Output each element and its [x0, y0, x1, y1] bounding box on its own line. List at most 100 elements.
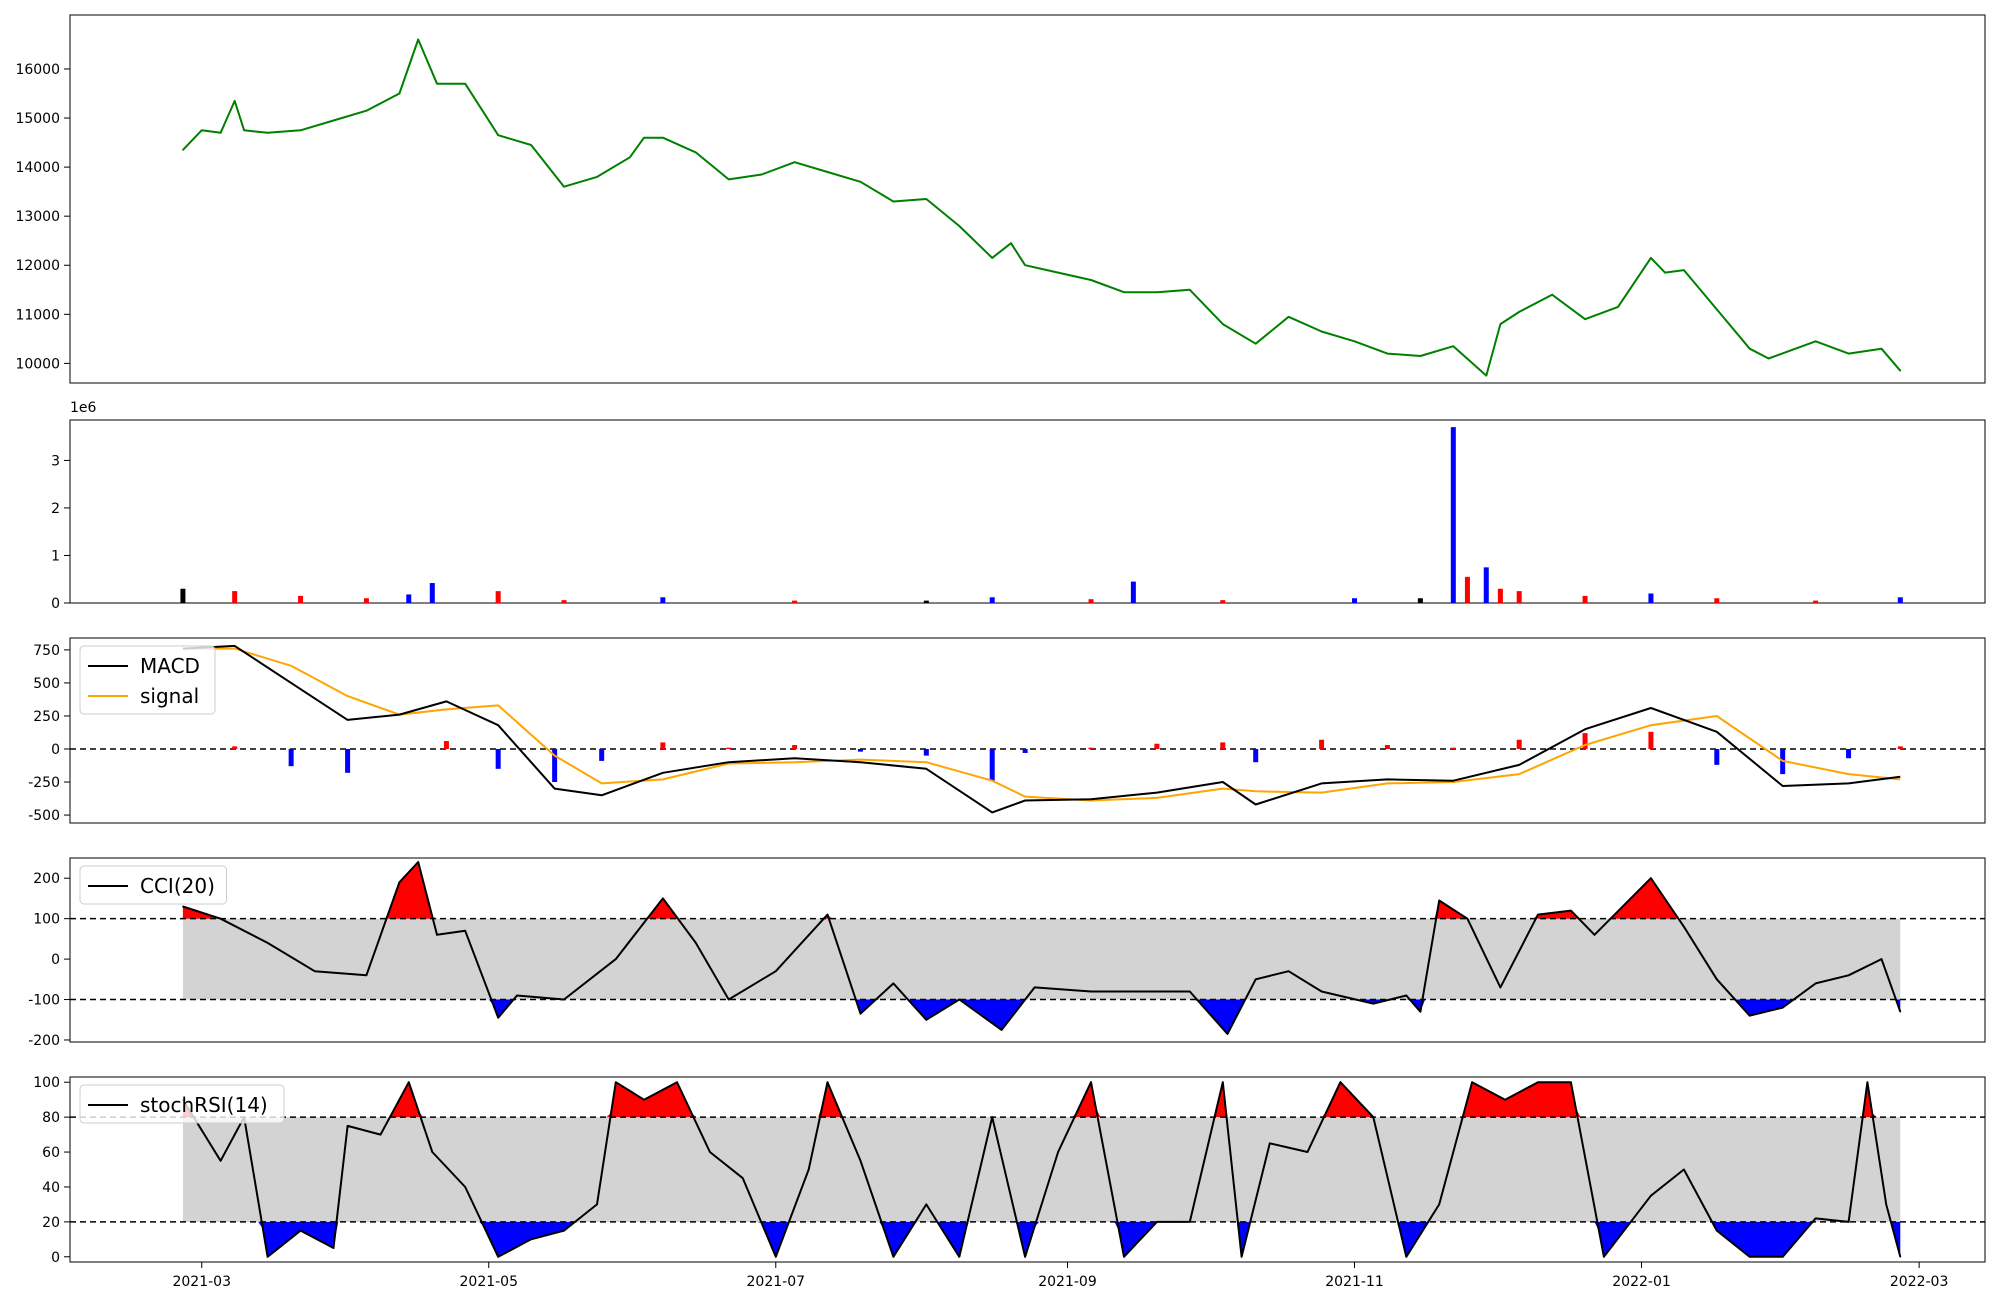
price-point: [1584, 318, 1586, 320]
cci-point: [728, 999, 730, 1001]
x-tick-label: 2021-11: [1325, 1274, 1384, 1290]
legend: CCI(20): [80, 866, 227, 904]
stochrsi-point: [1537, 1081, 1539, 1083]
volume-bar: [496, 591, 501, 603]
macd-histogram-bar: [599, 749, 604, 761]
cci-point: [1500, 987, 1502, 989]
cci-point: [1815, 983, 1817, 985]
price-point: [1156, 291, 1158, 293]
stochrsi-point: [1057, 1151, 1059, 1153]
price-point: [243, 130, 245, 132]
stochrsi-point: [1269, 1143, 1271, 1145]
macd-histogram-bar: [1517, 740, 1522, 749]
stochrsi-point: [1471, 1081, 1473, 1083]
price-point: [1485, 375, 1487, 377]
stochrsi-ytick-label: 20: [42, 1215, 60, 1231]
price-point: [1900, 370, 1902, 372]
macd-histogram-bar: [345, 749, 350, 773]
stochrsi-point: [926, 1204, 928, 1206]
cci-point: [1001, 1029, 1003, 1031]
volume-bar: [1484, 567, 1489, 603]
macd-histogram-bar: [289, 749, 294, 766]
stochrsi-ytick-label: 0: [51, 1250, 60, 1266]
volume-bar: [1131, 582, 1136, 603]
price-point: [1650, 257, 1652, 259]
cci-point: [1848, 974, 1850, 976]
cci-point: [860, 1013, 862, 1015]
volume-bar: [1220, 600, 1225, 603]
cci-point: [1189, 991, 1191, 993]
macd-ytick-label: 750: [33, 643, 60, 659]
stochrsi-point: [1900, 1256, 1902, 1258]
cci-point: [1537, 914, 1539, 916]
price-point: [1683, 269, 1685, 271]
macd-histogram-bar: [1089, 748, 1094, 749]
stochrsi-point: [380, 1134, 382, 1136]
price-point: [464, 83, 466, 85]
stochrsi-point: [1867, 1081, 1869, 1083]
cci-ytick-label: -200: [28, 1033, 60, 1049]
price-point: [1288, 316, 1290, 318]
cci-point: [417, 861, 419, 863]
price-point: [234, 100, 236, 102]
stochrsi-point: [1123, 1256, 1125, 1258]
legend-label: MACD: [140, 654, 200, 678]
price-point: [399, 93, 401, 95]
macd-histogram-bar: [1154, 744, 1159, 749]
macd-histogram-bar: [1220, 742, 1225, 749]
stochrsi-point: [1885, 1204, 1887, 1206]
stochrsi-point: [742, 1177, 744, 1179]
stochrsi-ytick-label: 40: [42, 1180, 60, 1196]
price-point: [827, 171, 829, 173]
cci-point: [1090, 991, 1092, 993]
price-ytick-label: 13000: [15, 209, 60, 225]
volume-bar: [298, 596, 303, 603]
macd-histogram-bar: [1846, 749, 1851, 758]
legend: MACDsignal: [80, 646, 215, 714]
stochrsi-point: [1683, 1169, 1685, 1171]
macd-ytick-label: 500: [33, 676, 60, 692]
cci-ytick-label: 0: [51, 952, 60, 968]
stochrsi-point: [643, 1099, 645, 1101]
price-point: [893, 201, 895, 203]
price-point: [1664, 272, 1666, 274]
price-point: [182, 149, 184, 151]
cci-ytick-label: 200: [33, 871, 60, 887]
x-tick-label: 2021-05: [460, 1274, 519, 1290]
price-point: [497, 134, 499, 136]
macd-ytick-label: 0: [51, 742, 60, 758]
volume-bar: [180, 589, 185, 603]
cci-point: [516, 995, 518, 997]
price-point: [1518, 311, 1520, 313]
macd-histogram-bar: [660, 742, 665, 749]
volume-bar: [1648, 593, 1653, 603]
price-point: [991, 257, 993, 259]
stochrsi-point: [1716, 1230, 1718, 1232]
stochrsi-ytick-label: 80: [42, 1110, 60, 1126]
price-ytick-label: 10000: [15, 356, 60, 372]
macd-ytick-label: 250: [33, 709, 60, 725]
volume-bar: [430, 583, 435, 603]
cci-point: [436, 934, 438, 936]
volume-ytick-label: 2: [51, 501, 60, 517]
stochrsi-point: [1438, 1204, 1440, 1206]
volume-bar: [1451, 427, 1456, 603]
macd-histogram-bar: [990, 749, 995, 781]
stochrsi-point: [1090, 1081, 1092, 1083]
price-point: [1749, 348, 1751, 350]
price-point: [267, 132, 269, 134]
price-point: [728, 179, 730, 181]
price-point: [1716, 309, 1718, 311]
volume-bar: [924, 601, 929, 603]
cci-ytick-label: -100: [28, 993, 60, 1009]
price-point: [417, 39, 419, 41]
stochrsi-point: [615, 1081, 617, 1083]
stochrsi-point: [408, 1081, 410, 1083]
cci-point: [182, 906, 184, 908]
stochrsi-point: [1156, 1221, 1158, 1223]
stochrsi-point: [1241, 1256, 1243, 1258]
price-point: [1848, 353, 1850, 355]
price-ytick-label: 15000: [15, 111, 60, 127]
volume-bar: [1498, 589, 1503, 603]
volume-bar: [1714, 598, 1719, 603]
